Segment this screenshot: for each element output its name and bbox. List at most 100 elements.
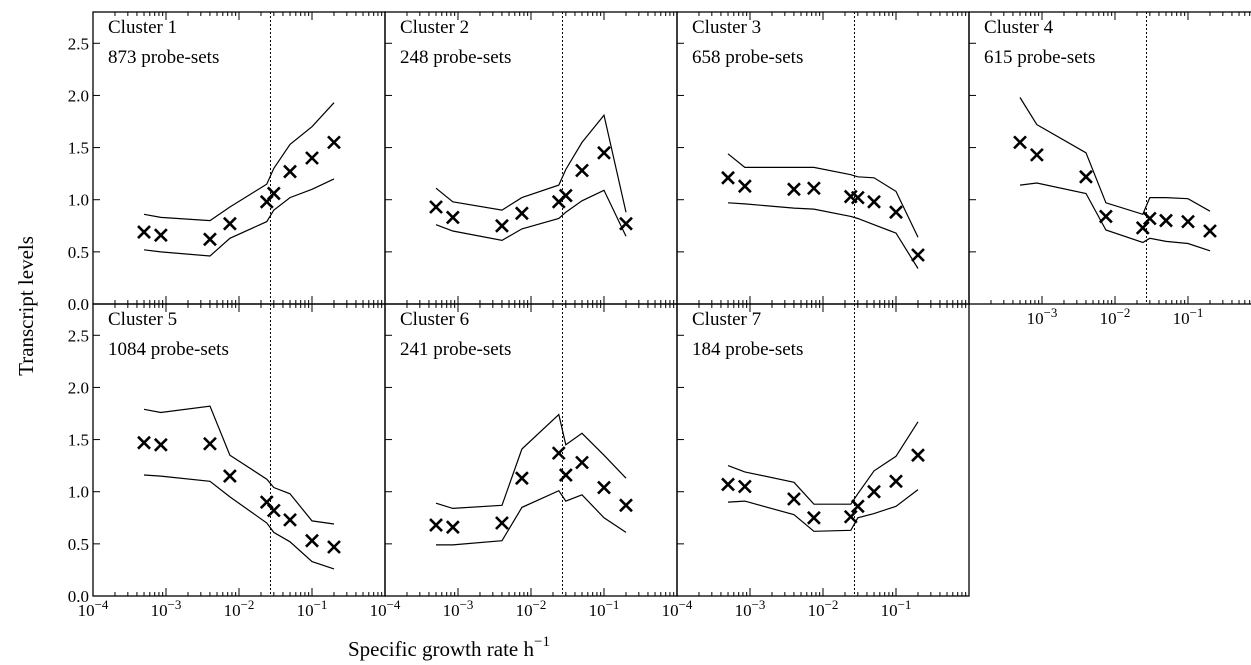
data-point-marker: [305, 151, 319, 165]
x-tick-label: 10−2: [224, 597, 255, 620]
data-point-marker: [327, 135, 341, 150]
x-tick-label: 10−2: [516, 597, 547, 620]
marker-stroke: [153, 228, 168, 243]
data-point-marker: [137, 435, 151, 450]
x-tick-label: 10−4: [78, 597, 109, 620]
y-tick-label: 2.0: [68, 86, 89, 105]
x-tick-label: 10−1: [297, 597, 328, 620]
marker-stroke: [1079, 169, 1093, 184]
y-tick-label: 2.0: [68, 378, 89, 397]
series-lower-bound: [435, 189, 627, 242]
panel-cluster-4: 10−3 10−2 10−1 Cluster 4 615 probe-sets: [968, 11, 1251, 328]
data-point-marker: [153, 437, 168, 452]
data-point-marker: [787, 182, 801, 197]
data-point-marker: [445, 210, 460, 225]
x-axis-title: Specific growth rate h: [348, 637, 535, 661]
series-upper-bound: [435, 413, 627, 510]
series-lower-bound: [727, 202, 919, 269]
panel-title: Cluster 7: [692, 309, 761, 330]
x-tick-label: 10−3: [151, 597, 182, 620]
marker-stroke: [597, 145, 611, 160]
panel-subtitle: 615 probe-sets: [984, 47, 1095, 68]
marker-stroke: [1181, 214, 1195, 229]
data-point-marker: [597, 480, 611, 495]
data-point-marker: [429, 200, 443, 214]
data-point-marker: [203, 436, 217, 451]
marker-stroke: [806, 510, 821, 525]
data-point-marker: [843, 509, 858, 524]
x-tick-label: 10−2: [1100, 305, 1131, 328]
series-upper-bound: [727, 153, 919, 238]
marker-stroke: [843, 189, 858, 204]
panel-cluster-6: 10−4 10−3 10−2 10−1 Cluster 6 241 probe-sets: [370, 303, 678, 620]
data-point-marker: [283, 164, 297, 179]
marker-stroke: [889, 205, 903, 220]
data-point-marker: [283, 512, 297, 527]
marker-stroke: [619, 498, 633, 513]
panel-cluster-7: 10−4 10−3 10−2 10−1 Cluster 7 184 probe-sets: [662, 303, 970, 620]
data-point-marker: [911, 248, 925, 262]
series-upper-bound: [143, 405, 335, 525]
data-point-marker: [551, 446, 566, 461]
series-lower-bound: [436, 489, 627, 546]
panel-cluster-2: Cluster 2 248 probe-sets: [384, 11, 678, 305]
panel-title: Cluster 1: [108, 17, 177, 38]
marker-stroke: [843, 509, 858, 524]
y-tick-label: 1.0: [68, 483, 89, 502]
series-lower-bound: [143, 178, 335, 257]
panel-cluster-5: 0.0 0.5 1.0 1.5 2.0 2.5 10−4 10−3 10−2 10−1 Cluste…: [68, 303, 386, 620]
x-axis-title-exponent: −1: [534, 634, 550, 650]
marker-stroke: [327, 540, 341, 554]
y-tick-label: 1.5: [68, 431, 89, 450]
panel-cluster-3: Cluster 3 658 probe-sets: [676, 11, 970, 305]
marker-stroke: [259, 495, 274, 510]
marker-stroke: [283, 512, 297, 527]
marker-stroke: [153, 437, 168, 452]
marker-stroke: [721, 170, 735, 185]
data-point-marker: [1029, 147, 1044, 162]
data-point-marker: [1079, 169, 1093, 184]
series-upper-bound: [1019, 97, 1211, 216]
data-point-marker: [867, 194, 881, 209]
data-point-marker: [558, 188, 573, 203]
panel-subtitle: 1084 probe-sets: [108, 339, 229, 360]
data-point-marker: [889, 205, 903, 220]
data-point-marker: [327, 540, 341, 554]
data-point-marker: [850, 499, 865, 514]
data-point-marker: [1098, 209, 1113, 224]
data-point-marker: [514, 471, 529, 486]
marker-stroke: [266, 186, 281, 201]
data-point-marker: [737, 179, 752, 194]
marker-stroke: [911, 248, 925, 262]
marker-stroke: [137, 435, 151, 450]
panel-subtitle: 658 probe-sets: [692, 47, 803, 68]
data-point-marker: [445, 520, 460, 535]
data-point-marker: [495, 516, 509, 530]
marker-stroke: [737, 479, 752, 494]
marker-stroke: [445, 210, 460, 225]
y-tick-label: 2.5: [68, 326, 89, 345]
marker-stroke: [1135, 220, 1150, 235]
data-point-marker: [1203, 224, 1217, 238]
marker-stroke: [787, 492, 801, 506]
series-lower-bound: [727, 489, 919, 532]
marker-stroke: [266, 503, 281, 518]
marker-stroke: [737, 179, 752, 194]
data-point-marker: [153, 228, 168, 243]
data-point-marker: [1013, 135, 1027, 150]
panel-title: Cluster 3: [692, 17, 761, 38]
x-tick-label: 10−3: [1027, 305, 1058, 328]
y-tick-label: 0.0: [68, 587, 89, 606]
panels-group: 0.0 0.5 1.0 1.5 2.0 2.5 Cluster 1 873 probe-set…: [68, 11, 1251, 620]
marker-stroke: [850, 499, 865, 514]
marker-stroke: [514, 206, 529, 221]
x-tick-label: 10−1: [589, 597, 620, 620]
marker-stroke: [327, 135, 341, 150]
marker-stroke: [495, 516, 509, 530]
marker-stroke: [429, 200, 443, 214]
marker-stroke: [305, 533, 319, 548]
x-tick-label: 10−4: [662, 597, 693, 620]
x-tick-label: 10−1: [1173, 305, 1204, 328]
data-point-marker: [203, 232, 217, 247]
